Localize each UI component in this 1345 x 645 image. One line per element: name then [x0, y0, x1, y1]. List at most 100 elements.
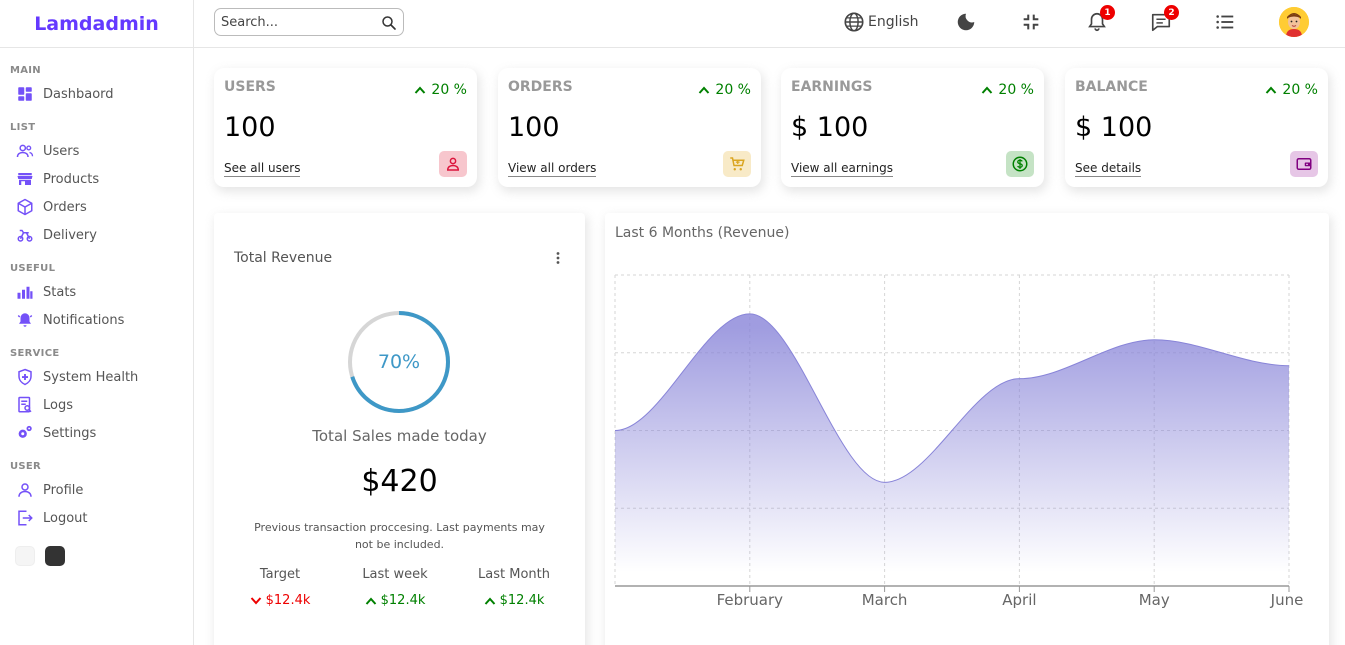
sidebar-item-dashbaord[interactable]: Dashbaord [0, 80, 193, 108]
widget-link[interactable]: View all orders [508, 161, 597, 177]
store-icon [17, 173, 33, 185]
sidebar-section-title: SERVICE [10, 348, 60, 359]
shield-icon [18, 368, 32, 386]
more-options-button[interactable] [555, 250, 561, 269]
total-revenue-card: Total Revenue 70% Total Sales made today… [214, 213, 585, 645]
sidebar-section-title: LIST [10, 122, 36, 133]
globe-icon [844, 12, 864, 32]
dark-theme-option[interactable] [45, 546, 65, 566]
summary-item: Last week $12.4k [335, 567, 455, 608]
featured-title: Total Revenue [234, 250, 333, 266]
arrow-up-icon [1266, 86, 1277, 94]
fullscreen-exit-icon [1023, 14, 1039, 30]
sidebar-item-label: Settings [43, 425, 97, 441]
users-icon [16, 144, 34, 158]
avatar[interactable] [1279, 7, 1309, 37]
x-tick-label: March [862, 591, 908, 609]
sidebar-item-delivery[interactable]: Delivery [0, 221, 193, 249]
sidebar-item-products[interactable]: Products [0, 165, 193, 193]
sidebar-item-users[interactable]: Users [0, 137, 193, 165]
messages-badge: 2 [1164, 5, 1179, 20]
summary-item-result: $12.4k [335, 593, 455, 608]
widget-balance: BALANCE 20 % $ 100 See details [1065, 68, 1328, 187]
sidebar-item-profile[interactable]: Profile [0, 476, 193, 504]
messages-button[interactable]: 2 [1150, 5, 1179, 33]
logo[interactable]: Lamdadmin [34, 12, 159, 35]
theme-switcher [15, 546, 193, 566]
moon-icon [957, 13, 975, 31]
sidebar-item-label: Notifications [43, 312, 125, 328]
chart-title: Last 6 Months (Revenue) [615, 225, 790, 241]
orders-icon [17, 198, 33, 216]
sidebar-item-logout[interactable]: Logout [0, 504, 193, 532]
arrow-up-icon [484, 597, 495, 605]
delivery-icon [17, 229, 33, 242]
sidebar-item-label: Users [43, 143, 80, 159]
summary-item: Last Month $12.4k [454, 567, 574, 608]
summary-item-result: $12.4k [454, 593, 574, 608]
widget-amount: 100 [224, 112, 276, 143]
widget-percentage-value: 20 % [1282, 82, 1318, 98]
sidebar-section-title: USEFUL [10, 263, 56, 274]
widget-earnings: EARNINGS 20 % $ 100 View all earnings [781, 68, 1044, 187]
widget-amount: $ 100 [1075, 112, 1153, 143]
language-selector[interactable]: English [843, 11, 919, 33]
sidebar-item-label: Profile [43, 482, 84, 498]
stats-icon [17, 286, 33, 299]
list-menu-button[interactable] [1214, 11, 1236, 33]
widget-percentage-value: 20 % [715, 82, 751, 98]
summary-item-title: Target [259, 567, 301, 582]
x-tick-label: April [1002, 591, 1036, 609]
light-theme-option[interactable] [15, 546, 35, 566]
widget-link[interactable]: See all users [224, 161, 301, 177]
fullscreen-exit-button[interactable] [1020, 11, 1042, 33]
progress-ring-fill [348, 311, 450, 413]
widget-percentage: 20 % [414, 82, 467, 98]
notifications-button[interactable]: 1 [1086, 5, 1115, 33]
sidebar-section-title: MAIN [10, 65, 41, 76]
search-input[interactable] [221, 14, 371, 30]
profile-icon [18, 483, 32, 497]
arrow-up-icon [365, 597, 376, 605]
search-icon[interactable] [380, 14, 398, 32]
widget-percentage: 20 % [698, 82, 751, 98]
sidebar-item-orders[interactable]: Orders [0, 193, 193, 221]
sidebar-item-label: Logout [43, 510, 88, 526]
summary-item: Target $12.4k [220, 567, 340, 608]
widget-icon-badge [439, 151, 467, 177]
progress-label: 70% [377, 351, 421, 373]
user-avatar-icon [1279, 7, 1309, 37]
arrow-up-icon [982, 86, 993, 94]
widget-orders: ORDERS 20 % 100 View all orders [498, 68, 761, 187]
sidebar: Lamdadmin MAIN Dashbaord LIST Users Products… [0, 0, 194, 645]
widget-link[interactable]: See details [1075, 161, 1142, 177]
settings-icon [18, 425, 32, 438]
sidebar-section-title: USER [10, 461, 42, 472]
sidebar-item-stats[interactable]: Stats [0, 278, 193, 306]
sidebar-item-label: Orders [43, 199, 87, 215]
logo-area: Lamdadmin [0, 0, 193, 48]
logout-icon [18, 510, 33, 526]
widget-link[interactable]: View all earnings [791, 161, 893, 177]
dark-mode-toggle[interactable] [955, 11, 977, 33]
top-navbar: English 1 2 [194, 0, 1345, 48]
widget-percentage: 20 % [981, 82, 1034, 98]
sidebar-item-system-health[interactable]: System Health [0, 363, 193, 391]
summary-item-value: $12.4k [265, 593, 311, 608]
sidebar-item-logs[interactable]: Logs [0, 391, 193, 419]
sidebar-item-label: Dashbaord [43, 86, 114, 102]
summary-item-title: Last week [362, 567, 428, 582]
featured-amount: $420 [361, 464, 438, 499]
widget-percentage-value: 20 % [998, 82, 1034, 98]
widget-title: BALANCE [1075, 79, 1148, 95]
revenue-line [614, 313, 1290, 483]
summary-item-value: $12.4k [499, 593, 545, 608]
summary-item-value: $12.4k [380, 593, 426, 608]
sidebar-item-settings[interactable]: Settings [0, 419, 193, 447]
widget-title: EARNINGS [791, 79, 873, 95]
cart-icon [730, 157, 745, 171]
sidebar-item-notifications[interactable]: Notifications [0, 306, 193, 334]
search-box [214, 8, 404, 36]
x-tick-label: June [1270, 591, 1304, 609]
sidebar-item-label: Products [43, 171, 100, 187]
